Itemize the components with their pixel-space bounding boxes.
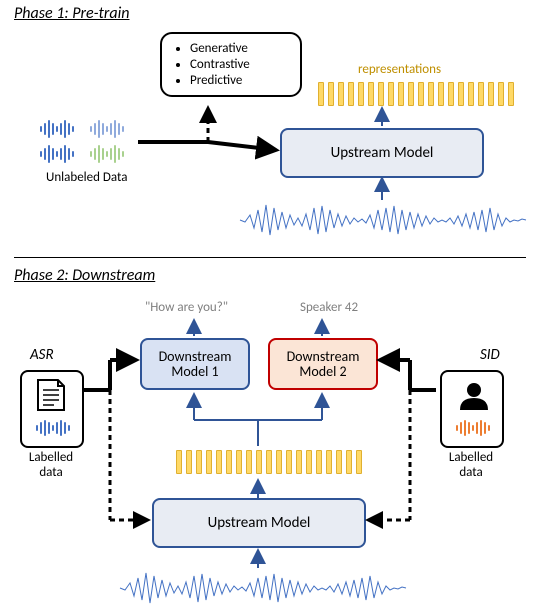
phase-divider	[14, 257, 526, 258]
arrows-phase1	[0, 0, 540, 260]
arrows-phase2	[0, 260, 540, 610]
